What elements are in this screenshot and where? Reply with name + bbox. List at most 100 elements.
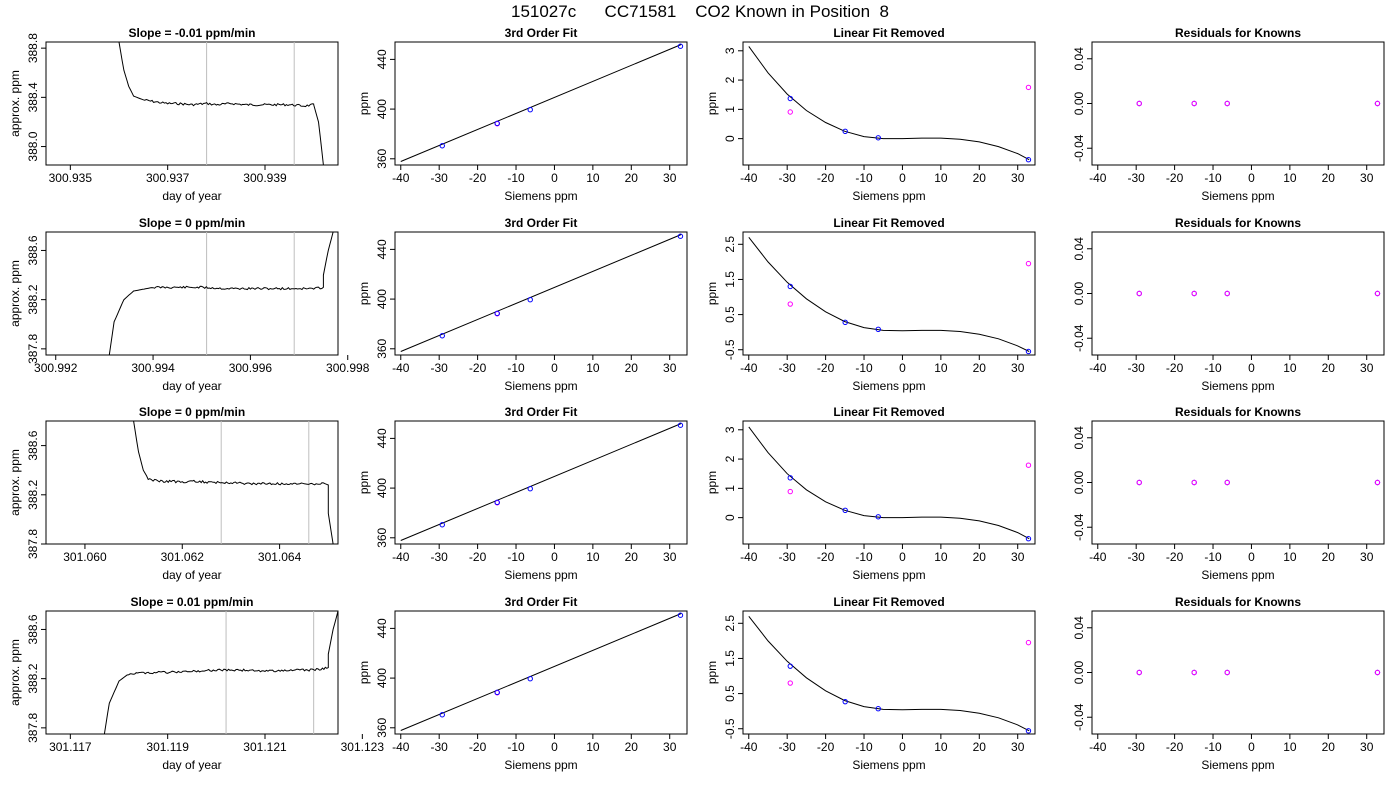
- r3-linear_removed-ytick-label: 3: [723, 426, 737, 433]
- r1-fit-known-point: [677, 43, 684, 49]
- r3-timeseries-xtick-label: 301.062: [161, 550, 205, 564]
- r2-linear_removed-panel: Linear Fit Removed -40 -30 -20 -10 0 10 20 30 -0.…: [705, 216, 1036, 393]
- r2-linear_removed-cubic-curve: [748, 236, 1030, 352]
- r4-fit-xtick-label: 20: [625, 740, 639, 754]
- r1-fit-ytick-label: 440: [375, 49, 389, 69]
- r2-fit-known-point: [677, 233, 684, 239]
- r3-timeseries-panel: Slope = 0 ppm/min 301.060 301.062 301.064 38…: [8, 405, 339, 582]
- r2-fit-xtick-label: -30: [431, 361, 449, 375]
- r3-linear_removed-raw-point: [787, 488, 793, 495]
- r1-linear_removed-cubic-curve: [748, 46, 1030, 161]
- r1-fit-xtick-label: 20: [625, 171, 639, 185]
- r2-linear_removed-xtick-label: -10: [855, 361, 873, 375]
- r1-fit-xtick-label: 30: [663, 171, 677, 185]
- r3-linear_removed-title: Linear Fit Removed: [833, 405, 944, 419]
- r1-residuals-residual-point: [1374, 100, 1381, 107]
- r1-fit-xtick-label: 0: [551, 171, 558, 185]
- r1-fit-frame: [394, 41, 688, 166]
- r4-linear_removed-ytick-label: 2.5: [723, 615, 737, 632]
- r2-fit-xlabel: Siemens ppm: [504, 379, 577, 393]
- r3-linear_removed-ylabel: ppm: [705, 471, 719, 494]
- r1-residuals-xtick-label: 10: [1283, 171, 1297, 185]
- r4-residuals-panel: Residuals for Knowns -40 -30 -20 -10 0 10 20 30 -…: [1072, 595, 1385, 772]
- r2-linear_removed-xlabel: Siemens ppm: [852, 379, 925, 393]
- r2-linear_removed-ytick-label: 2.5: [723, 236, 737, 253]
- r4-timeseries-xtick-label: 301.119: [146, 740, 189, 754]
- r4-linear_removed-panel: Linear Fit Removed -40 -30 -20 -10 0 10 20 30 -0.…: [705, 595, 1036, 772]
- r1-timeseries-xtick-label: 300.939: [243, 171, 287, 185]
- r2-fit-known-point: [527, 297, 533, 303]
- r3-fit-xtick-label: 10: [586, 550, 600, 564]
- r3-linear_removed-xtick-label: -40: [740, 550, 758, 564]
- r1-fit-xtick-label: -10: [507, 171, 525, 185]
- r2-linear_removed-xtick-label: -20: [817, 361, 835, 375]
- r4-residuals-xtick-label: 20: [1322, 740, 1336, 754]
- r1-residuals-xtick-label: -10: [1204, 171, 1222, 185]
- r3-fit-known-point: [439, 522, 445, 528]
- r4-linear_removed-cubic-curve: [748, 615, 1030, 732]
- r4-linear_removed-known-point: [1025, 728, 1032, 734]
- r2-residuals-xtick-label: -20: [1166, 361, 1184, 375]
- r4-linear_removed-xtick-label: -40: [740, 740, 758, 754]
- r2-residuals-frame: [1091, 231, 1385, 356]
- r4-fit-xtick-label: -30: [431, 740, 449, 754]
- r1-timeseries-xtick-label: 300.935: [49, 171, 93, 185]
- r1-residuals-panel: Residuals for Knowns -40 -30 -20 -10 0 10 20 30 -…: [1072, 26, 1385, 203]
- r2-residuals-xlabel: Siemens ppm: [1201, 379, 1274, 393]
- r3-linear_removed-xtick-label: -10: [855, 550, 873, 564]
- r3-fit-known-point: [494, 499, 500, 506]
- r3-fit-ytick-label: 440: [375, 428, 389, 448]
- r4-fit-xtick-label: 0: [551, 740, 558, 754]
- page-title: 151027c CC71581 CO2 Known in Position 8: [510, 2, 889, 21]
- r4-residuals-xtick-label: 10: [1283, 740, 1297, 754]
- r3-timeseries-xtick-label: 301.064: [258, 550, 302, 564]
- r4-linear_removed-known-point: [787, 663, 793, 669]
- r1-fit-ylabel: ppm: [357, 92, 371, 115]
- r3-linear_removed-xlabel: Siemens ppm: [852, 568, 925, 582]
- r2-fit-xtick-label: 10: [586, 361, 600, 375]
- r3-timeseries-trace-line: [133, 421, 334, 544]
- r4-fit-xtick-label: -10: [507, 740, 525, 754]
- r3-residuals-xtick-label: -10: [1204, 550, 1222, 564]
- r4-timeseries-ylabel: approx. ppm: [8, 639, 22, 706]
- r2-linear_removed-xtick-label: -40: [740, 361, 758, 375]
- r3-residuals-xtick-label: 20: [1322, 550, 1336, 564]
- r2-linear_removed-frame: [742, 231, 1036, 356]
- r1-timeseries-xlabel: day of year: [162, 189, 221, 203]
- r3-fit-ytick-label: 360: [375, 527, 389, 547]
- r4-residuals-xtick-label: -10: [1204, 740, 1222, 754]
- r1-linear_removed-xtick-label: -40: [740, 171, 758, 185]
- r1-linear_removed-panel: Linear Fit Removed -40 -30 -20 -10 0 10 20 30 0 1 2…: [705, 26, 1036, 203]
- r2-fit-fit-line: [400, 234, 682, 352]
- r1-fit-title: 3rd Order Fit: [505, 26, 578, 40]
- r3-residuals-residual-point: [1374, 479, 1381, 486]
- r1-residuals-xtick-label: -40: [1089, 171, 1107, 185]
- r1-fit-xtick-label: -20: [469, 171, 487, 185]
- r3-linear_removed-xtick-label: 30: [1011, 550, 1025, 564]
- r1-timeseries-ytick-label: 388.4: [26, 82, 40, 112]
- r3-residuals-frame: [1091, 420, 1385, 545]
- r4-fit-xtick-label: 30: [663, 740, 677, 754]
- r4-timeseries-panel: Slope = 0.01 ppm/min 301.117 301.119 301.12…: [8, 595, 384, 772]
- r3-linear_removed-xtick-label: -30: [779, 550, 797, 564]
- r1-linear_removed-known-point: [1025, 157, 1032, 163]
- r4-fit-title: 3rd Order Fit: [505, 595, 578, 609]
- r3-fit-ylabel: ppm: [357, 471, 371, 494]
- r3-fit-frame: [394, 420, 688, 545]
- r1-residuals-ytick-label: -0.04: [1072, 134, 1086, 162]
- r2-timeseries-title: Slope = 0 ppm/min: [139, 216, 245, 230]
- r4-timeseries-ytick-label: 387.8: [26, 713, 40, 743]
- r3-fit-xtick-label: 30: [663, 550, 677, 564]
- r1-linear_removed-title: Linear Fit Removed: [833, 26, 944, 40]
- r3-residuals-xtick-label: 10: [1283, 550, 1297, 564]
- r1-timeseries-ytick-label: 388.0: [26, 131, 40, 161]
- r3-linear_removed-frame: [742, 420, 1036, 545]
- r2-timeseries-panel: Slope = 0 ppm/min 300.992 300.994 300.996 30…: [8, 216, 370, 393]
- r4-residuals-ytick-label: -0.04: [1072, 703, 1086, 731]
- r2-fit-ytick-label: 360: [375, 338, 389, 358]
- r1-fit-xtick-label: -30: [431, 171, 449, 185]
- r3-timeseries-ylabel: approx. ppm: [8, 449, 22, 516]
- r1-fit-known-point: [494, 120, 500, 127]
- r4-residuals-xtick-label: -30: [1128, 740, 1146, 754]
- r4-linear_removed-xtick-label: -20: [817, 740, 835, 754]
